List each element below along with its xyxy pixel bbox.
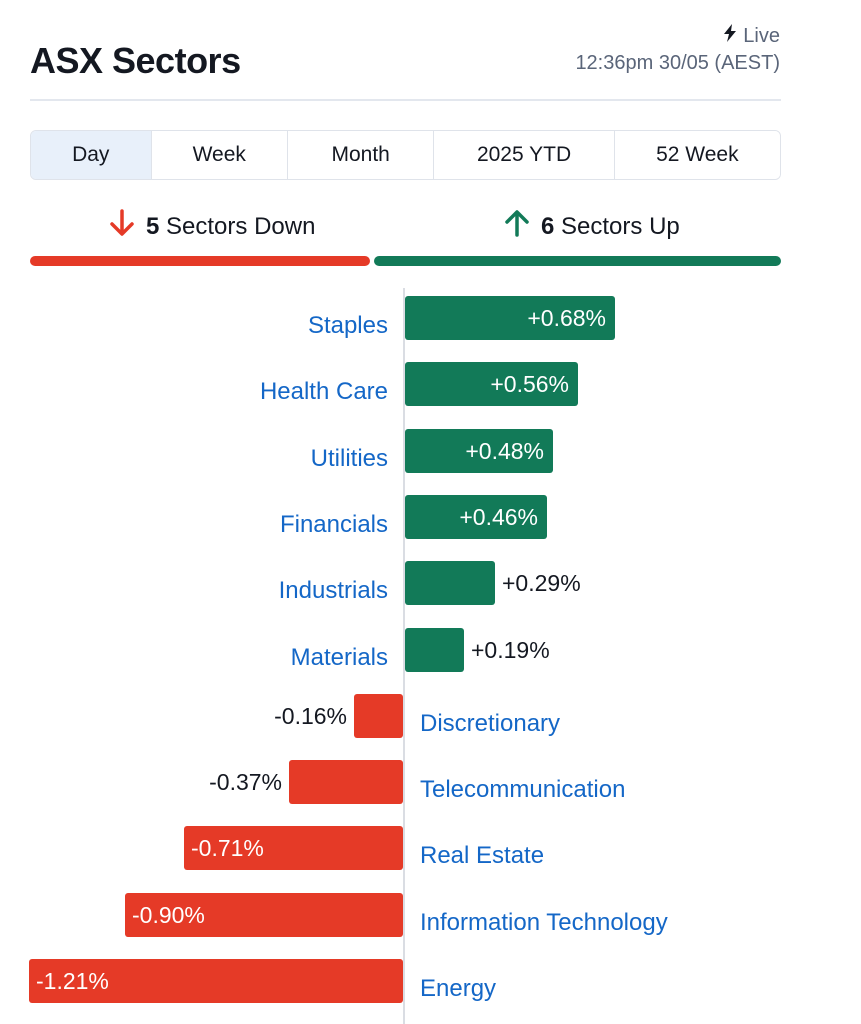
- arrow-up-icon: [503, 208, 531, 245]
- bar-energy: [29, 959, 403, 1003]
- bar-health-care: [405, 362, 578, 406]
- tab-month[interactable]: Month: [287, 131, 435, 179]
- value-label-materials: +0.19%: [471, 637, 550, 663]
- value-label-discretionary: -0.16%: [274, 703, 347, 729]
- tab-2025-ytd[interactable]: 2025 YTD: [434, 131, 615, 179]
- bar-information-technology: [125, 893, 403, 937]
- bar-staples: [405, 296, 615, 340]
- sectors-up-count: 6: [541, 212, 555, 240]
- sector-link-materials[interactable]: Materials: [290, 644, 388, 671]
- timestamp: 12:36pm 30/05 (AEST): [575, 52, 780, 74]
- value-label-financials: +0.46%: [459, 504, 538, 530]
- tab-52-week[interactable]: 52 Week: [614, 131, 780, 179]
- live-indicator: Live: [723, 24, 780, 48]
- value-label-utilities: +0.48%: [465, 438, 544, 464]
- sector-link-energy[interactable]: Energy: [420, 975, 497, 1002]
- sectors-down-bar: [30, 256, 370, 266]
- bar-materials: [405, 628, 464, 672]
- value-label-energy: -1.21%: [36, 968, 109, 994]
- value-label-health-care: +0.56%: [490, 371, 569, 397]
- sector-link-information-technology[interactable]: Information Technology: [420, 909, 668, 936]
- sectors-up-bar: [374, 256, 781, 266]
- value-label-information-technology: -0.90%: [132, 902, 205, 928]
- sectors-up-summary: 6 Sectors Up: [503, 208, 680, 245]
- bar-discretionary: [354, 694, 403, 738]
- sector-link-health-care[interactable]: Health Care: [259, 378, 388, 405]
- value-label-industrials: +0.29%: [502, 570, 581, 596]
- period-tabs: Day Week Month 2025 YTD 52 Week: [30, 130, 781, 180]
- lightning-bolt-icon: [723, 24, 737, 48]
- arrow-down-icon: [108, 208, 136, 245]
- header-divider: [30, 99, 781, 101]
- bar-telecommunication: [289, 760, 403, 804]
- page-title: ASX Sectors: [30, 40, 241, 81]
- sectors-down-summary: 5 Sectors Down: [108, 208, 315, 245]
- sector-link-telecommunication[interactable]: Telecommunication: [420, 776, 626, 803]
- live-label: Live: [743, 24, 780, 47]
- tab-week[interactable]: Week: [151, 131, 288, 179]
- sectors-down-label: Sectors Down: [166, 212, 316, 240]
- bar-utilities: [405, 429, 553, 473]
- sector-link-industrials[interactable]: Industrials: [278, 577, 388, 604]
- sector-link-staples[interactable]: Staples: [307, 312, 388, 339]
- bar-financials: [405, 495, 547, 539]
- value-label-staples: +0.68%: [527, 305, 606, 331]
- value-label-telecommunication: -0.37%: [209, 769, 282, 795]
- tab-day[interactable]: Day: [31, 131, 152, 179]
- sectors-up-label: Sectors Up: [561, 212, 680, 240]
- bar-real-estate: [184, 826, 403, 870]
- value-label-real-estate: -0.71%: [191, 835, 264, 861]
- sector-link-financials[interactable]: Financials: [279, 511, 388, 538]
- bar-industrials: [405, 561, 495, 605]
- chart-zero-axis: [403, 288, 405, 1024]
- sector-link-discretionary[interactable]: Discretionary: [420, 710, 561, 737]
- sector-link-real-estate[interactable]: Real Estate: [420, 842, 545, 869]
- sector-link-utilities[interactable]: Utilities: [310, 445, 388, 472]
- sectors-down-count: 5: [146, 212, 160, 240]
